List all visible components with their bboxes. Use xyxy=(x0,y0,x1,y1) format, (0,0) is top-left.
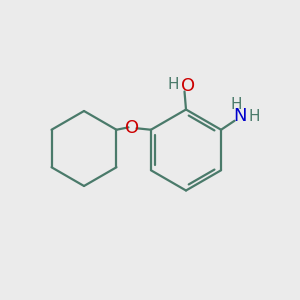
Text: H: H xyxy=(167,77,179,92)
Text: H: H xyxy=(230,97,242,112)
Text: O: O xyxy=(125,119,140,137)
Text: H: H xyxy=(248,109,260,124)
Text: O: O xyxy=(181,77,195,95)
Text: N: N xyxy=(233,107,246,125)
